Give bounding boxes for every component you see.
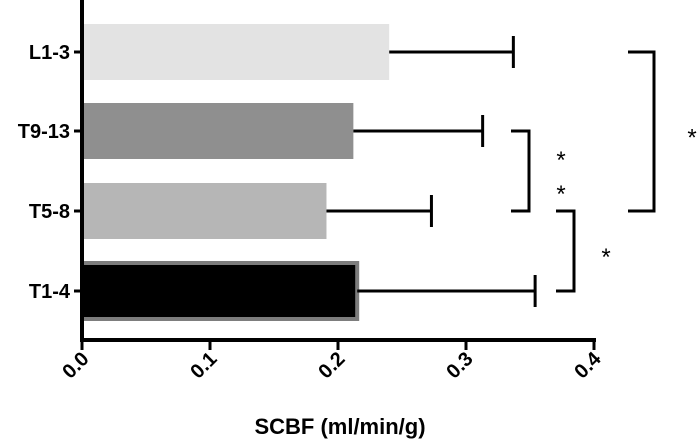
y-tick-label: T5-8 xyxy=(29,201,70,223)
x-tick-label: 0.3 xyxy=(442,348,477,383)
bar-t1-4 xyxy=(80,261,360,321)
y-tick-label: T9-13 xyxy=(18,121,70,143)
significance-label: * xyxy=(687,125,696,152)
significance-label: * xyxy=(556,147,565,174)
significance-label: * xyxy=(556,181,565,208)
y-tick-label: L1-3 xyxy=(29,42,70,64)
y-tick-label: T1-4 xyxy=(29,281,71,303)
x-axis-title: SCBF (ml/min/g) xyxy=(254,414,425,439)
x-tick-label: 0.0 xyxy=(58,348,93,383)
x-tick-label: 0.1 xyxy=(186,348,221,383)
error-bar-t9-13 xyxy=(353,115,485,147)
bar-l1-3 xyxy=(82,24,390,80)
significance-brackets: **** xyxy=(511,50,697,293)
significance-bracket: * xyxy=(628,50,697,213)
bars xyxy=(80,24,390,321)
significance-bracket: * xyxy=(556,209,611,293)
significance-label: * xyxy=(601,244,610,271)
axes xyxy=(74,0,596,350)
error-bar-t1-4 xyxy=(357,275,537,307)
significance-bracket: ** xyxy=(511,129,566,213)
error-bar-l1-3 xyxy=(389,36,515,68)
x-tick-label: 0.4 xyxy=(570,347,606,383)
error-bar-t5-8 xyxy=(326,195,433,227)
error-bars xyxy=(326,36,537,307)
x-tick-label: 0.2 xyxy=(314,348,349,383)
bar-t5-8 xyxy=(82,183,327,239)
bar-t9-13 xyxy=(82,103,354,159)
